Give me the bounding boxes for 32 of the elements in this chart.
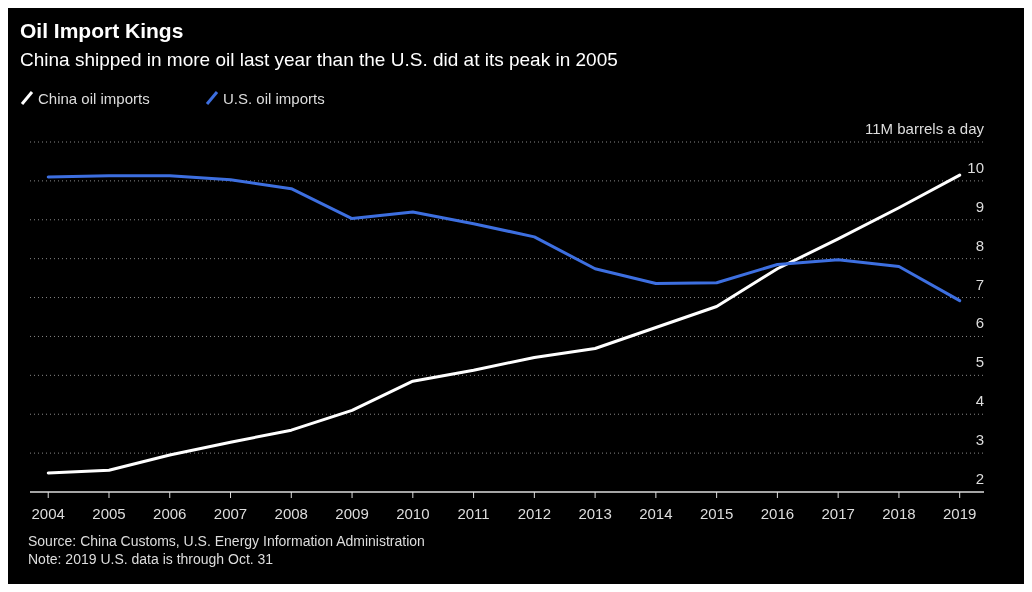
y-tick-label: 7: [975, 275, 984, 293]
x-tick-label: 2011: [457, 505, 490, 522]
x-tick-label: 2014: [639, 505, 673, 522]
x-tick-label: 2012: [517, 505, 552, 522]
x-tick-label: 2005: [92, 505, 126, 522]
y-tick-label: 4: [975, 392, 984, 410]
x-tick-label: 2016: [760, 505, 795, 522]
x-tick-label: 2004: [31, 505, 65, 522]
y-tick-label: 10: [967, 158, 984, 176]
text: Note: 2019 U.S. data is through Oct. 31: [28, 551, 274, 567]
y-tick-label: 11M barrels a day: [865, 120, 985, 137]
chart-subtitle: China shipped in more oil last year than the U.S. did at its peak in 2005: [20, 49, 618, 70]
y-tick-label: 8: [975, 236, 984, 254]
legend-label: China oil imports: [38, 90, 150, 107]
x-tick-label: 2009: [335, 505, 369, 522]
x-tick-label: 2015: [699, 505, 734, 522]
x-tick-label: 2006: [153, 505, 187, 522]
y-tick-label: 6: [975, 314, 984, 332]
x-tick-label: 2008: [274, 505, 308, 522]
legend-label: U.S. oil imports: [223, 90, 325, 107]
x-tick-label: 2010: [396, 505, 430, 522]
y-tick-label: 2: [975, 470, 984, 487]
y-tick-label: 9: [975, 197, 984, 215]
x-tick-label: 2017: [821, 505, 855, 522]
source-note: Source: China Customs, U.S. Energy Information Administration: [28, 533, 425, 549]
x-tick-label: 2013: [578, 505, 612, 522]
x-tick-label: 2019: [943, 505, 977, 522]
y-tick-label: 3: [975, 431, 984, 449]
chart-title: Oil Import Kings: [20, 19, 184, 42]
y-tick-label: 5: [975, 353, 984, 371]
x-tick-label: 2018: [882, 505, 916, 522]
x-tick-label: 2007: [213, 505, 248, 522]
